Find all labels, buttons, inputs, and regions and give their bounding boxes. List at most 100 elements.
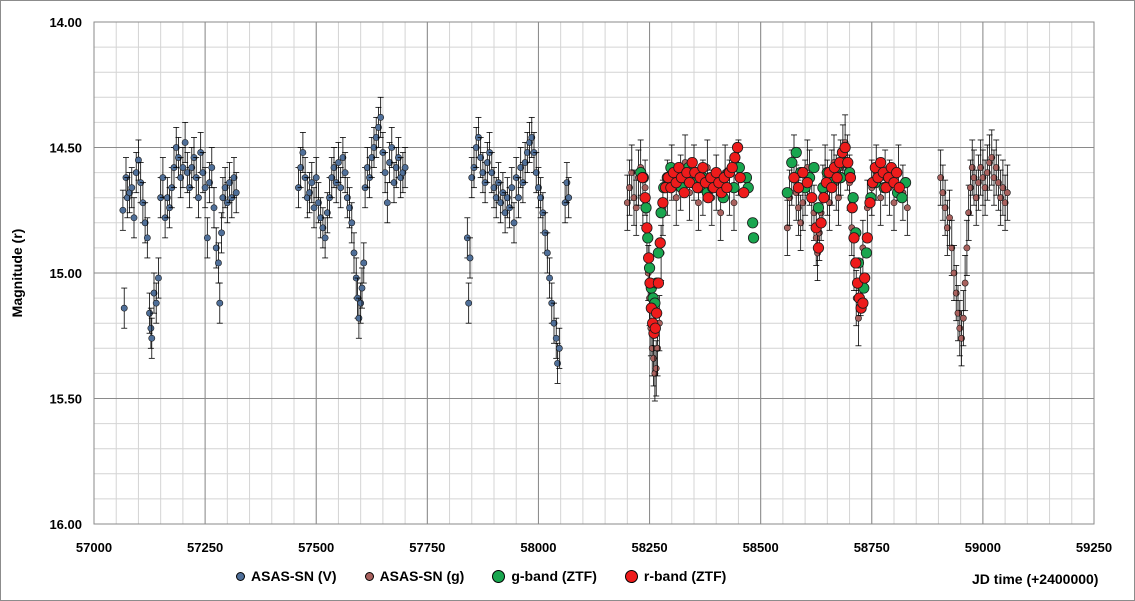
data-point xyxy=(875,156,887,169)
legend-label-ztf-g: g-band (ZTF) xyxy=(511,568,597,584)
data-point xyxy=(738,187,750,199)
data-point xyxy=(847,192,859,204)
x-tick-label: 57000 xyxy=(76,540,112,555)
data-point xyxy=(877,194,885,202)
data-point xyxy=(686,156,698,169)
legend-item-asassn-g: ASAS-SN (g) xyxy=(364,568,464,584)
data-point xyxy=(979,174,987,182)
data-point xyxy=(649,322,661,334)
data-point xyxy=(792,182,805,194)
data-point xyxy=(864,197,876,209)
data-point xyxy=(201,184,209,192)
y-tick-labels: 14.00 14.50 15.00 15.50 16.00 xyxy=(49,15,82,532)
data-point xyxy=(297,164,305,171)
x-tick-label: 57500 xyxy=(298,540,334,555)
data-point xyxy=(790,146,802,159)
data-point xyxy=(639,192,651,204)
data-point xyxy=(221,184,229,192)
series-layer xyxy=(119,96,1011,402)
data-point xyxy=(490,184,498,192)
data-point xyxy=(995,179,1002,187)
data-point xyxy=(312,174,320,182)
data-point xyxy=(788,172,800,184)
data-point xyxy=(702,192,714,204)
legend: ASAS-SN (V) ASAS-SN (g) g-band (ZTF) r-b… xyxy=(236,568,726,584)
x-tick-label: 57250 xyxy=(187,540,223,555)
data-point xyxy=(990,174,998,182)
data-point xyxy=(721,182,733,194)
data-point xyxy=(903,204,911,212)
data-point xyxy=(337,184,345,192)
data-point xyxy=(203,234,211,242)
data-point xyxy=(783,224,791,232)
data-point xyxy=(640,202,652,214)
data-point xyxy=(339,154,347,161)
data-point xyxy=(891,167,903,179)
data-point xyxy=(363,164,371,171)
data-point xyxy=(188,164,196,171)
data-point xyxy=(697,161,709,174)
legend-label-ztf-r: r-band (ZTF) xyxy=(643,568,727,584)
data-point xyxy=(683,177,696,189)
data-point xyxy=(552,334,560,342)
data-point xyxy=(806,192,818,204)
data-point xyxy=(143,234,151,242)
data-point xyxy=(652,364,660,372)
x-tick-label: 58750 xyxy=(854,540,890,555)
data-point xyxy=(972,194,980,202)
data-point xyxy=(861,232,873,244)
data-point xyxy=(181,139,189,146)
data-point xyxy=(501,209,509,217)
data-point xyxy=(392,164,400,171)
data-point xyxy=(643,252,655,264)
data-point xyxy=(479,169,487,176)
data-point xyxy=(963,244,971,252)
data-point xyxy=(537,194,545,202)
data-point xyxy=(210,204,218,212)
x-axis-label: JD time (+2400000) xyxy=(972,571,1099,587)
plot-border xyxy=(93,21,1095,525)
data-point xyxy=(747,217,759,229)
data-point xyxy=(218,229,225,237)
data-point xyxy=(348,219,356,227)
data-point xyxy=(375,124,382,131)
data-point xyxy=(528,134,536,141)
data-point xyxy=(643,262,656,274)
data-point xyxy=(163,194,171,202)
legend-marker-asassn-g xyxy=(364,571,374,581)
data-point xyxy=(219,194,227,202)
data-point xyxy=(943,224,951,232)
data-point xyxy=(623,199,631,207)
legend-item-asassn-v: ASAS-SN (V) xyxy=(236,568,337,584)
data-point xyxy=(232,189,240,197)
data-point xyxy=(941,204,949,212)
data-point xyxy=(555,344,563,352)
data-point xyxy=(890,199,898,207)
data-point xyxy=(358,284,366,292)
data-point xyxy=(328,174,336,182)
data-point xyxy=(215,259,222,267)
data-point xyxy=(896,192,908,204)
data-point xyxy=(1003,189,1011,197)
data-point xyxy=(350,249,358,257)
data-point xyxy=(808,161,820,174)
x-tick-label: 58000 xyxy=(520,540,556,555)
data-point xyxy=(465,299,473,307)
data-point xyxy=(717,209,725,217)
legend-label-asassn-v: ASAS-SN (V) xyxy=(251,568,337,584)
series-0 xyxy=(119,96,573,384)
y-tick-label: 15.00 xyxy=(49,266,82,281)
data-point xyxy=(850,257,862,269)
data-point xyxy=(786,156,798,169)
data-point xyxy=(950,269,958,277)
axes xyxy=(93,21,1095,525)
data-point xyxy=(730,199,738,207)
data-point xyxy=(642,232,654,244)
data-point xyxy=(401,164,409,171)
data-point xyxy=(150,289,158,297)
data-point xyxy=(628,169,636,176)
data-point xyxy=(842,156,854,169)
data-point xyxy=(818,192,830,204)
data-point xyxy=(335,159,342,166)
